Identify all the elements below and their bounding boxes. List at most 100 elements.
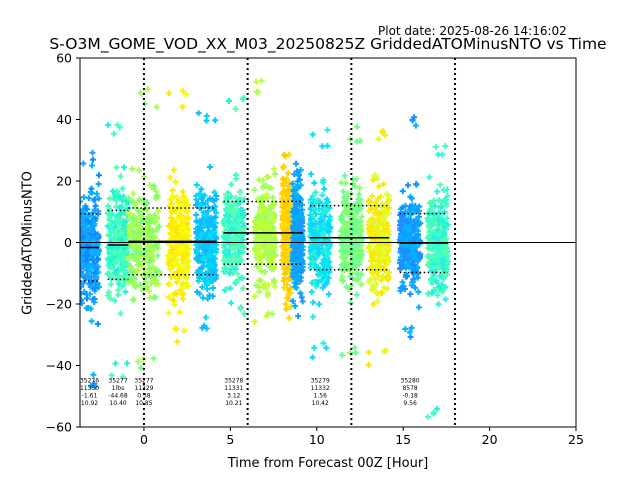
- data-point: [281, 188, 288, 194]
- data-point: [344, 209, 351, 216]
- data-point: [150, 355, 157, 362]
- data-point: [183, 275, 190, 282]
- data-point: [353, 291, 360, 298]
- data-point: [125, 195, 132, 202]
- x-tick-label: 15: [395, 432, 411, 447]
- data-point: [137, 364, 144, 371]
- data-point: [122, 288, 129, 295]
- data-point: [294, 178, 301, 185]
- data-point: [228, 181, 235, 188]
- data-point: [212, 203, 219, 210]
- data-point: [346, 228, 353, 234]
- data-point: [295, 172, 302, 179]
- y-tick-label: 0: [64, 235, 72, 250]
- data-point: [205, 207, 212, 214]
- data-point: [259, 226, 266, 233]
- data-point: [236, 217, 243, 224]
- data-point: [150, 247, 157, 254]
- data-point: [308, 222, 315, 229]
- data-point: [117, 173, 124, 180]
- data-point: [94, 250, 101, 257]
- data-point: [309, 193, 316, 200]
- data-point: [107, 248, 114, 255]
- data-point: [143, 248, 149, 254]
- data-point: [281, 235, 288, 242]
- data-point: [181, 328, 187, 334]
- data-point: [426, 260, 433, 267]
- data-point: [429, 289, 436, 296]
- data-point: [104, 292, 111, 299]
- orbit-annotation-text: 9.56: [403, 400, 417, 407]
- data-point: [135, 230, 142, 237]
- data-point: [80, 160, 87, 167]
- data-point: [317, 219, 324, 226]
- data-point: [251, 293, 258, 300]
- data-point: [281, 253, 288, 260]
- data-point: [92, 285, 98, 292]
- data-point: [199, 271, 206, 278]
- data-point: [237, 189, 244, 195]
- data-point: [323, 344, 330, 351]
- data-point: [316, 249, 323, 256]
- data-point: [80, 296, 85, 303]
- data-point: [311, 279, 318, 285]
- data-point: [397, 284, 404, 291]
- data-point: [366, 265, 373, 272]
- data-point: [318, 276, 325, 283]
- data-point: [369, 193, 376, 200]
- data-point: [385, 254, 392, 261]
- orbit-annotation-text: 8578: [402, 385, 417, 392]
- data-point: [429, 214, 436, 221]
- data-point: [252, 282, 259, 289]
- data-point: [352, 253, 359, 259]
- data-point: [241, 310, 248, 317]
- data-point: [402, 202, 409, 209]
- data-point: [145, 252, 152, 259]
- data-point: [95, 256, 102, 263]
- data-point: [165, 294, 172, 301]
- data-point: [424, 414, 431, 420]
- data-point: [199, 324, 206, 331]
- data-point: [90, 371, 97, 378]
- data-point: [371, 173, 378, 179]
- data-point: [256, 288, 263, 295]
- data-point: [412, 267, 419, 273]
- orbit-annotation-text: 1.56: [314, 393, 328, 400]
- data-point: [130, 297, 137, 303]
- data-point: [95, 263, 102, 270]
- data-point: [117, 310, 124, 317]
- data-point: [233, 278, 240, 285]
- data-point: [207, 230, 214, 237]
- data-point: [212, 214, 219, 221]
- data-point: [292, 276, 299, 283]
- data-point: [280, 164, 287, 171]
- data-point: [283, 281, 290, 288]
- data-point: [88, 248, 95, 255]
- orbit-annotation-text: 35280: [401, 377, 420, 384]
- data-point: [262, 245, 269, 252]
- data-point: [91, 299, 98, 306]
- data-point: [434, 405, 440, 412]
- data-point: [409, 117, 416, 124]
- data-point: [259, 184, 266, 191]
- data-point: [207, 164, 213, 170]
- data-point: [311, 197, 318, 204]
- data-point: [237, 305, 244, 312]
- data-point: [153, 226, 160, 233]
- data-point: [258, 77, 265, 84]
- data-point: [228, 299, 234, 306]
- data-point: [89, 162, 95, 169]
- data-point: [258, 219, 265, 226]
- data-point: [166, 253, 173, 260]
- data-point: [311, 243, 318, 250]
- data-point: [430, 409, 437, 416]
- data-point: [319, 143, 326, 150]
- data-point: [357, 137, 364, 144]
- data-point: [397, 211, 404, 218]
- data-point: [195, 267, 202, 274]
- data-point: [347, 349, 354, 356]
- data-point: [435, 301, 442, 308]
- plot-date: Plot date: 2025-08-26 14:16:02: [378, 24, 567, 38]
- data-point: [152, 294, 159, 301]
- data-point: [112, 231, 119, 238]
